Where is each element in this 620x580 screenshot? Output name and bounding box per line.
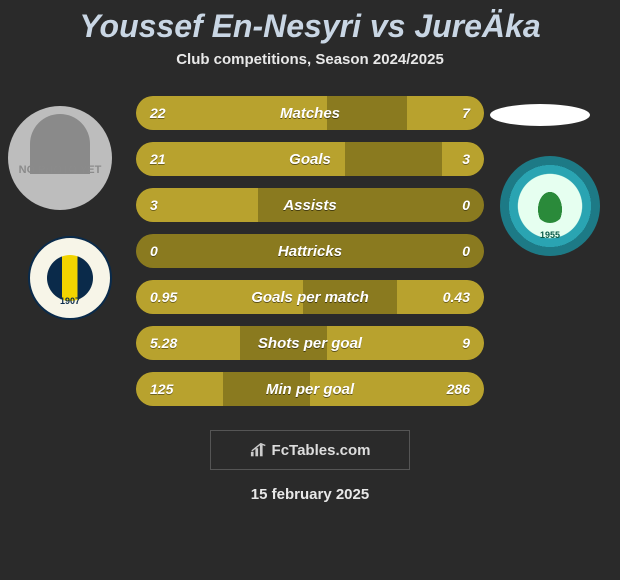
club-leaf-icon — [536, 189, 564, 223]
stat-row: 213Goals — [136, 142, 484, 176]
stat-label: Assists — [136, 197, 484, 214]
stat-label: Shots per goal — [136, 335, 484, 352]
stat-row: 5.289Shots per goal — [136, 326, 484, 360]
subtitle: Club competitions, Season 2024/2025 — [0, 51, 620, 68]
stat-row: 0.950.43Goals per match — [136, 280, 484, 314]
stat-label: Goals — [136, 151, 484, 168]
club-left-badge: 1907 — [28, 236, 112, 320]
club-stripes-icon — [47, 255, 93, 301]
stat-row: 30Assists — [136, 188, 484, 222]
club-right-year: 1955 — [540, 230, 560, 240]
no-photo-label: NO PHOTO YET — [19, 164, 102, 176]
chart-icon — [250, 442, 268, 458]
branding-text: FcTables.com — [272, 442, 371, 459]
page-title: Youssef En-Nesyri vs JureÄka — [0, 0, 620, 45]
player-right-avatar — [490, 104, 590, 126]
stat-row: 00Hattricks — [136, 234, 484, 268]
player-left-avatar: NO PHOTO YET — [8, 106, 112, 210]
date-label: 15 february 2025 — [0, 486, 620, 503]
stat-row: 125286Min per goal — [136, 372, 484, 406]
club-right-badge: 1955 — [500, 156, 600, 256]
stat-row: 227Matches — [136, 96, 484, 130]
comparison-area: NO PHOTO YET 1907 1955 227Matches 213Goal… — [0, 96, 620, 406]
stat-label: Min per goal — [136, 381, 484, 398]
stats-list: 227Matches 213Goals 30Assists 00Hattricks 0.… — [136, 96, 484, 406]
club-left-year: 1907 — [60, 296, 80, 306]
stat-label: Matches — [136, 105, 484, 122]
stat-label: Hattricks — [136, 243, 484, 260]
stat-label: Goals per match — [136, 289, 484, 306]
branding-box: FcTables.com — [210, 430, 410, 470]
